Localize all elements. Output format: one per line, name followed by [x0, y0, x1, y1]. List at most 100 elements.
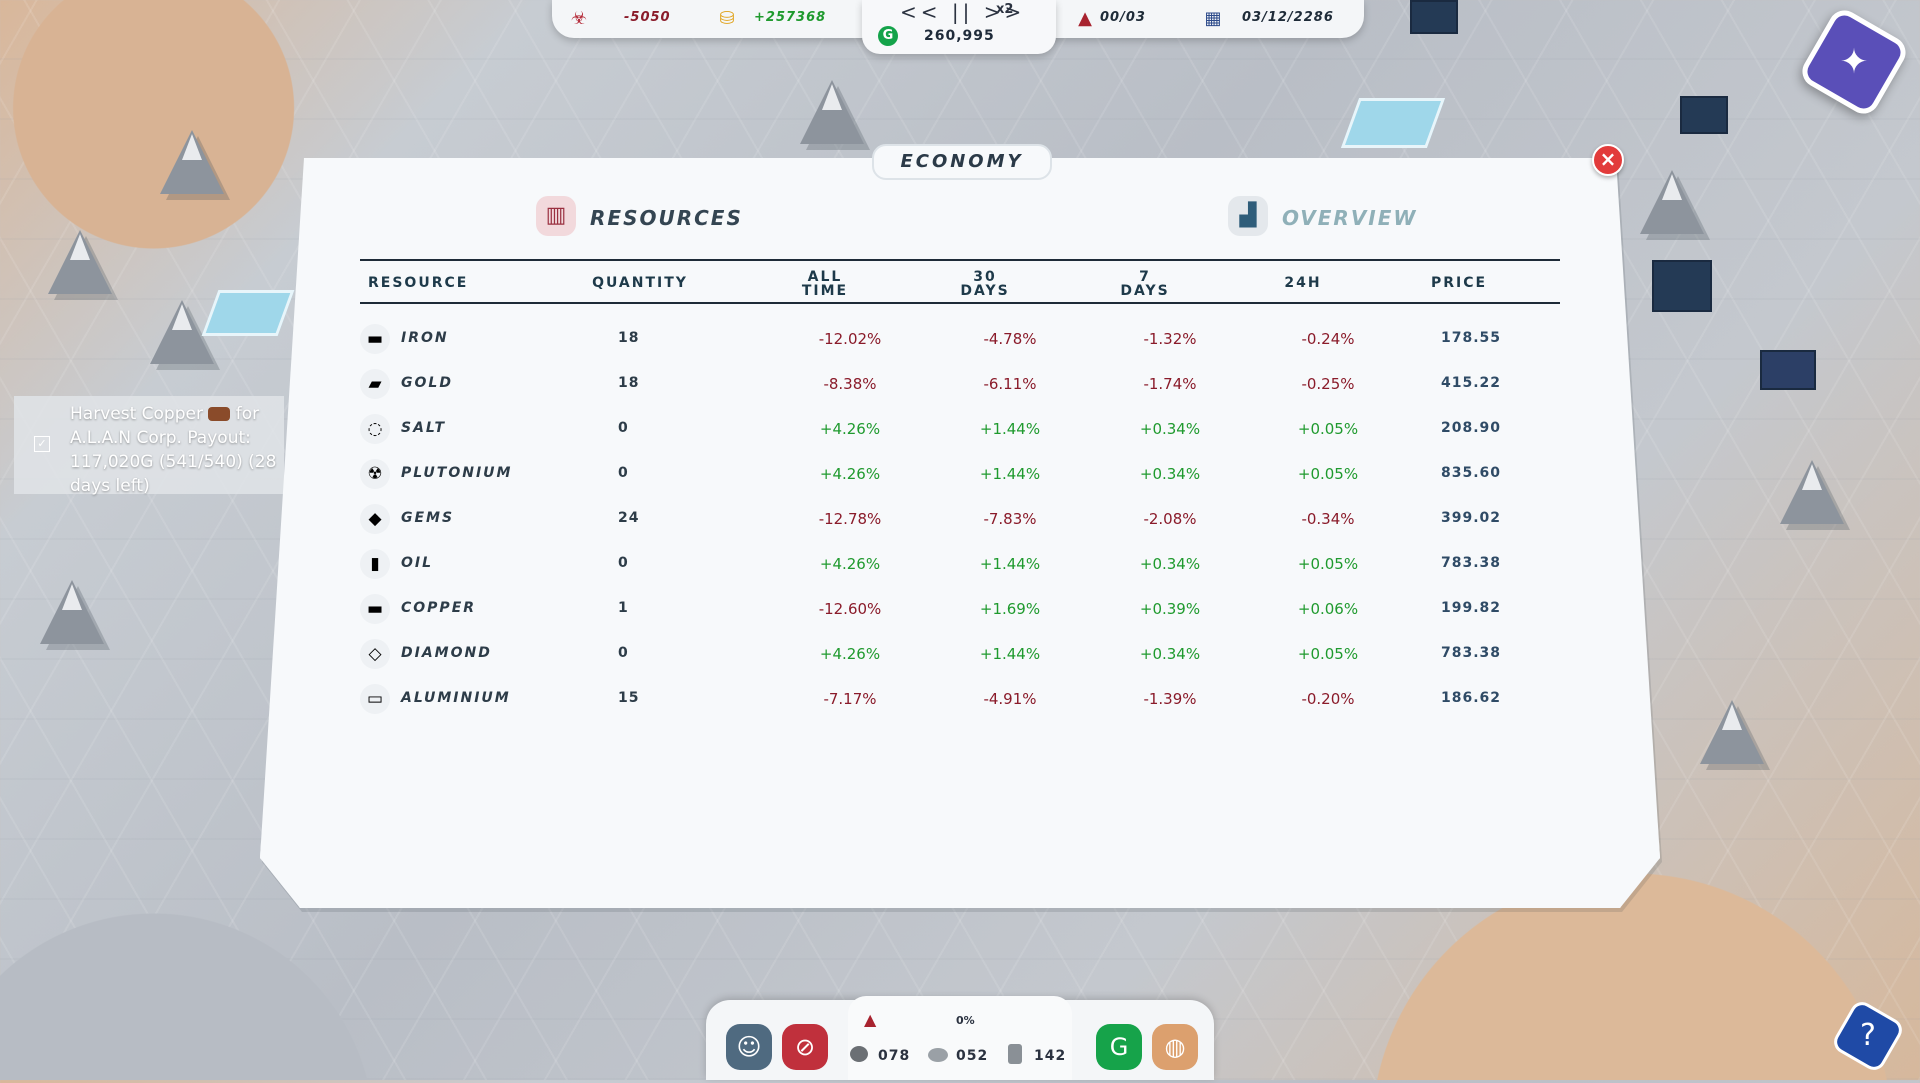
col-price: PRICE	[1430, 275, 1488, 291]
change-d7: -1.74%	[1143, 375, 1197, 393]
resource-row-aluminium[interactable]: ▭ ALUMINIUM 15 -7.17% -4.91% -1.39% -0.20% 186.…	[356, 678, 1566, 720]
change-all: +4.26%	[819, 420, 881, 438]
resource-quantity: 15	[618, 690, 640, 706]
speed-panel	[862, 0, 1056, 54]
col-24h: 24H	[1284, 275, 1322, 291]
change-h24: -0.34%	[1301, 510, 1355, 528]
copper-icon	[208, 407, 231, 421]
constellation-icon: ✦	[1839, 42, 1869, 82]
resource-price: 178.55	[1440, 330, 1502, 346]
mountain	[1700, 700, 1764, 764]
resource-quantity: 1	[618, 600, 629, 616]
change-d7: -2.08%	[1143, 510, 1197, 528]
resource-row-copper[interactable]: ▬ COPPER 1 -12.60% +1.69% +0.39% +0.06% 199.82	[356, 588, 1566, 630]
change-h24: +0.05%	[1297, 420, 1359, 438]
col-resource: RESOURCE	[368, 275, 469, 291]
change-h24: +0.05%	[1297, 465, 1359, 483]
resource-name: GEMS	[401, 510, 455, 526]
mountain	[1780, 460, 1844, 524]
planet-button[interactable]: ◍	[1152, 1024, 1198, 1070]
change-d7: -1.32%	[1143, 330, 1197, 348]
change-d7: +0.39%	[1139, 600, 1201, 618]
resource-name: DIAMOND	[401, 645, 492, 661]
mountain	[800, 80, 864, 144]
col-7-days-line1: 7	[1139, 269, 1151, 285]
col-all-time-line1: ALL	[807, 269, 843, 285]
date-value: 03/12/2286	[1242, 10, 1334, 25]
change-all: -12.78%	[818, 510, 882, 528]
change-d30: -6.11%	[983, 375, 1037, 393]
building[interactable]	[1652, 260, 1712, 312]
resource-price: 415.22	[1440, 375, 1502, 391]
speed-multiplier[interactable]: x2	[996, 2, 1014, 17]
diamond-icon: ◇	[360, 639, 390, 669]
pollution-value: -5050	[624, 10, 671, 25]
building[interactable]	[1410, 0, 1458, 34]
solar-panels[interactable]	[1760, 350, 1816, 390]
copper-icon: ▬	[360, 594, 390, 624]
help-icon: ?	[1860, 1018, 1876, 1053]
resource-row-gold[interactable]: ▰ GOLD 18 -8.38% -6.11% -1.74% -0.25% 415.22	[356, 363, 1566, 405]
workers-button[interactable]: ☺	[726, 1024, 772, 1070]
col-quantity: QUANTITY	[592, 275, 688, 291]
col-30-days-line2: DAYS	[960, 283, 1010, 299]
currency-icon: G	[878, 26, 898, 46]
resource-name: IRON	[401, 330, 449, 346]
change-h24: -0.24%	[1301, 330, 1355, 348]
quest-checkbox[interactable]: ✓	[34, 436, 50, 452]
resource-name: SALT	[401, 420, 447, 436]
resource-quantity: 0	[618, 555, 629, 571]
speed-controls[interactable]: << || >>	[900, 0, 1026, 24]
change-h24: +0.05%	[1297, 645, 1359, 663]
resource-row-oil[interactable]: ▮ OIL 0 +4.26% +1.44% +0.34% +0.05% 783.38	[356, 543, 1566, 585]
resource-price: 399.02	[1440, 510, 1502, 526]
tab-resources[interactable]: RESOURCES	[590, 206, 743, 230]
col-all-time: ALL TIME	[780, 270, 870, 298]
close-button[interactable]: ×	[1592, 144, 1624, 176]
rocket-progress-icon: ▲	[864, 1010, 877, 1029]
aluminium-icon: ▭	[360, 684, 390, 714]
resource-row-salt[interactable]: ◌ SALT 0 +4.26% +1.44% +0.34% +0.05% 208.90	[356, 408, 1566, 450]
resource-quantity: 0	[618, 465, 629, 481]
income-value: +257368	[754, 10, 827, 25]
resource-price: 783.38	[1440, 555, 1502, 571]
resource-row-plutonium[interactable]: ☢ PLUTONIUM 0 +4.26% +1.44% +0.34% +0.05% 835.6…	[356, 453, 1566, 495]
change-all: +4.26%	[819, 555, 881, 573]
change-h24: -0.20%	[1301, 690, 1355, 708]
building[interactable]	[1680, 96, 1728, 134]
resource-price: 208.90	[1440, 420, 1502, 436]
resource-quantity: 18	[618, 330, 640, 346]
mountain	[40, 580, 104, 644]
money-value: 260,995	[924, 28, 995, 44]
resource-price: 783.38	[1440, 645, 1502, 661]
table-header-rule	[360, 302, 1560, 304]
change-d30: -4.91%	[983, 690, 1037, 708]
plutonium-icon: ☢	[360, 459, 390, 489]
resource-row-diamond[interactable]: ◇ DIAMOND 0 +4.26% +1.44% +0.34% +0.05% 783.38	[356, 633, 1566, 675]
demolish-icon: ⊘	[794, 1033, 816, 1061]
resource-row-iron[interactable]: ▬ IRON 18 -12.02% -4.78% -1.32% -0.24% 178.55	[356, 318, 1566, 360]
resource-row-gems[interactable]: ◆ GEMS 24 -12.78% -7.83% -2.08% -0.34% 399.02	[356, 498, 1566, 540]
change-all: -7.17%	[823, 690, 877, 708]
resource-quantity: 0	[618, 645, 629, 661]
resource-price: 199.82	[1440, 600, 1502, 616]
quest-card[interactable]: ✓ Harvest Copper for A.L.A.N Corp. Payou…	[14, 396, 284, 496]
resource-quantity: 0	[618, 420, 629, 436]
resources-icon: ▥	[536, 196, 576, 236]
water-pool	[1340, 98, 1446, 148]
resource-name: ALUMINIUM	[401, 690, 511, 706]
tab-overview[interactable]: OVERVIEW	[1282, 206, 1418, 230]
stat-population: 142	[1034, 1048, 1067, 1064]
currency-icon: G	[1109, 1033, 1129, 1061]
economy-button[interactable]: G	[1096, 1024, 1142, 1070]
change-all: -8.38%	[823, 375, 877, 393]
change-all: +4.26%	[819, 465, 881, 483]
demolish-button[interactable]: ⊘	[782, 1024, 828, 1070]
calendar-icon: ▦	[1204, 8, 1222, 29]
change-d7: +0.34%	[1139, 645, 1201, 663]
gems-icon: ◆	[360, 504, 390, 534]
stat-ore: 078	[878, 1048, 911, 1064]
mountain	[1640, 170, 1704, 234]
gold-icon: ▰	[360, 369, 390, 399]
panel-title: ECONOMY	[872, 144, 1052, 180]
